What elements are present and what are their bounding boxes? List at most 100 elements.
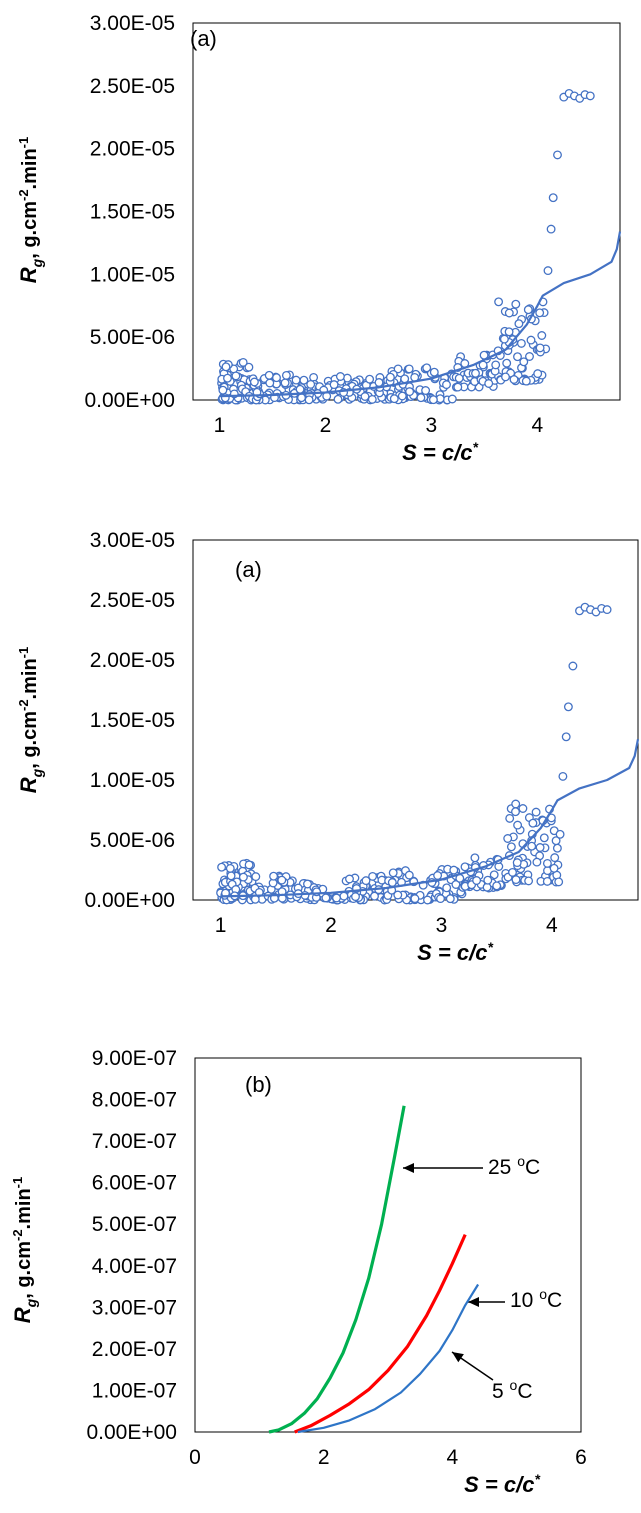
scatter-point — [410, 894, 420, 904]
scatter-point — [365, 374, 375, 384]
x-tick-label: 1 — [214, 414, 226, 437]
scatter-point — [542, 858, 552, 868]
scatter-point — [535, 843, 545, 852]
scatter-point — [518, 804, 528, 813]
scatter-point — [514, 319, 524, 329]
scatter-point — [238, 872, 248, 882]
series-line-0 — [268, 1105, 406, 1434]
scatter-point — [442, 883, 452, 893]
scatter-point — [453, 382, 463, 392]
x-axis-label-part: / — [468, 940, 478, 965]
x-axis-label-part: = — [417, 440, 442, 465]
y-tick-label: 4.00E-07 — [92, 1255, 177, 1278]
x-axis-label: S = c/c* — [464, 1471, 540, 1497]
annotation-arrow-head — [403, 1163, 414, 1173]
y-tick-label: 6.00E-07 — [92, 1172, 177, 1195]
scatter-point — [339, 891, 349, 901]
y-axis-label-part: .min — [19, 148, 41, 189]
series-line-1 — [219, 231, 622, 398]
y-axis-label-part: .min — [13, 1188, 35, 1229]
scatter-point — [280, 378, 290, 388]
scatter-point — [494, 297, 504, 307]
panel-label: (a) — [235, 557, 262, 582]
annotation-arrow-head — [468, 1297, 479, 1307]
y-tick-label: 5.00E-06 — [90, 829, 175, 852]
y-tick-label: 2.00E-05 — [90, 138, 175, 161]
scatter-point — [519, 357, 529, 367]
y-tick-label: 2.00E-05 — [90, 649, 175, 672]
y-tick-label: 1.50E-05 — [90, 201, 175, 224]
annotation-part: o — [517, 1153, 525, 1169]
y-axis-label: Rg, g.cm-2.min-1 — [16, 647, 45, 794]
scatter-point — [304, 395, 314, 405]
scatter-point — [558, 771, 568, 781]
scatter-point — [503, 834, 513, 843]
y-axis-label-part: R — [16, 777, 41, 793]
scatter-point — [508, 867, 517, 877]
y-axis-label-part: g — [29, 768, 45, 778]
x-axis-label-part: c — [457, 940, 469, 965]
scatter-point — [249, 377, 259, 387]
scatter-point — [472, 876, 482, 885]
scatter-point — [397, 391, 407, 401]
y-tick-label: 0.00E+00 — [84, 889, 175, 912]
scatter-point — [483, 875, 493, 885]
scatter-point — [297, 393, 306, 403]
x-axis-label-part: = — [432, 940, 457, 965]
scatter-point — [512, 858, 522, 868]
y-axis-label-part: -1 — [16, 647, 31, 659]
scatter-point — [306, 379, 316, 389]
scatter-point — [521, 376, 531, 386]
x-axis-label-part: c — [460, 440, 472, 465]
scatter-point — [546, 224, 556, 234]
x-axis-label-part: S — [417, 940, 432, 965]
scatter-point — [513, 820, 523, 830]
x-tick-label: 3 — [436, 914, 448, 937]
scatter-point — [238, 357, 248, 367]
y-axis-label: Rg, g.cm-2.min-1 — [16, 137, 45, 284]
scatter-point — [563, 702, 573, 712]
y-tick-label: 8.00E-07 — [92, 1089, 177, 1112]
scatter-point — [436, 894, 445, 904]
y-axis-label-part: g — [29, 258, 45, 268]
scatter-point — [555, 829, 565, 839]
scatter-point — [523, 305, 533, 315]
x-tick-label: 0 — [189, 1446, 201, 1469]
scatter-point — [429, 367, 439, 377]
scatter-point — [374, 378, 384, 387]
scatter-point — [360, 392, 370, 401]
x-tick-label: 2 — [325, 914, 337, 937]
y-axis-label-part: -2 — [16, 699, 31, 711]
scatter-point — [542, 876, 552, 886]
scatter-point — [269, 871, 279, 881]
scatter-point — [423, 895, 432, 905]
y-tick-label: 3.00E-07 — [92, 1296, 177, 1319]
scatter-point — [449, 865, 459, 875]
scatter-point — [561, 732, 571, 742]
y-tick-label: 3.00E-05 — [90, 12, 175, 35]
scatter-point — [421, 386, 431, 395]
scatter-point — [504, 327, 514, 337]
scatter-point — [321, 893, 331, 903]
scatter-point — [543, 266, 553, 276]
series-line-2 — [297, 1283, 480, 1434]
annotation-part: 25 — [488, 1156, 517, 1179]
scatter-point — [491, 360, 501, 370]
y-tick-label: 1.00E-05 — [90, 769, 175, 792]
y-tick-label: 2.00E-07 — [92, 1338, 177, 1361]
annotation-part: o — [539, 1286, 547, 1302]
scatter-point — [535, 308, 545, 318]
series-annotation: 25 oC — [488, 1153, 540, 1179]
scatter-point — [368, 871, 378, 881]
x-axis-label-part: c — [522, 1472, 534, 1497]
scatter-point — [244, 362, 254, 372]
scatter-point — [516, 338, 526, 348]
scatter-point — [335, 372, 345, 381]
x-tick-label: 2 — [320, 414, 332, 437]
scatter-point — [428, 395, 438, 405]
scatter-point — [499, 334, 509, 344]
x-axis-label-part: = — [479, 1472, 504, 1497]
x-tick-label: 6 — [575, 1446, 587, 1469]
scatter-point — [585, 91, 595, 101]
y-tick-label: 5.00E-07 — [92, 1213, 177, 1236]
